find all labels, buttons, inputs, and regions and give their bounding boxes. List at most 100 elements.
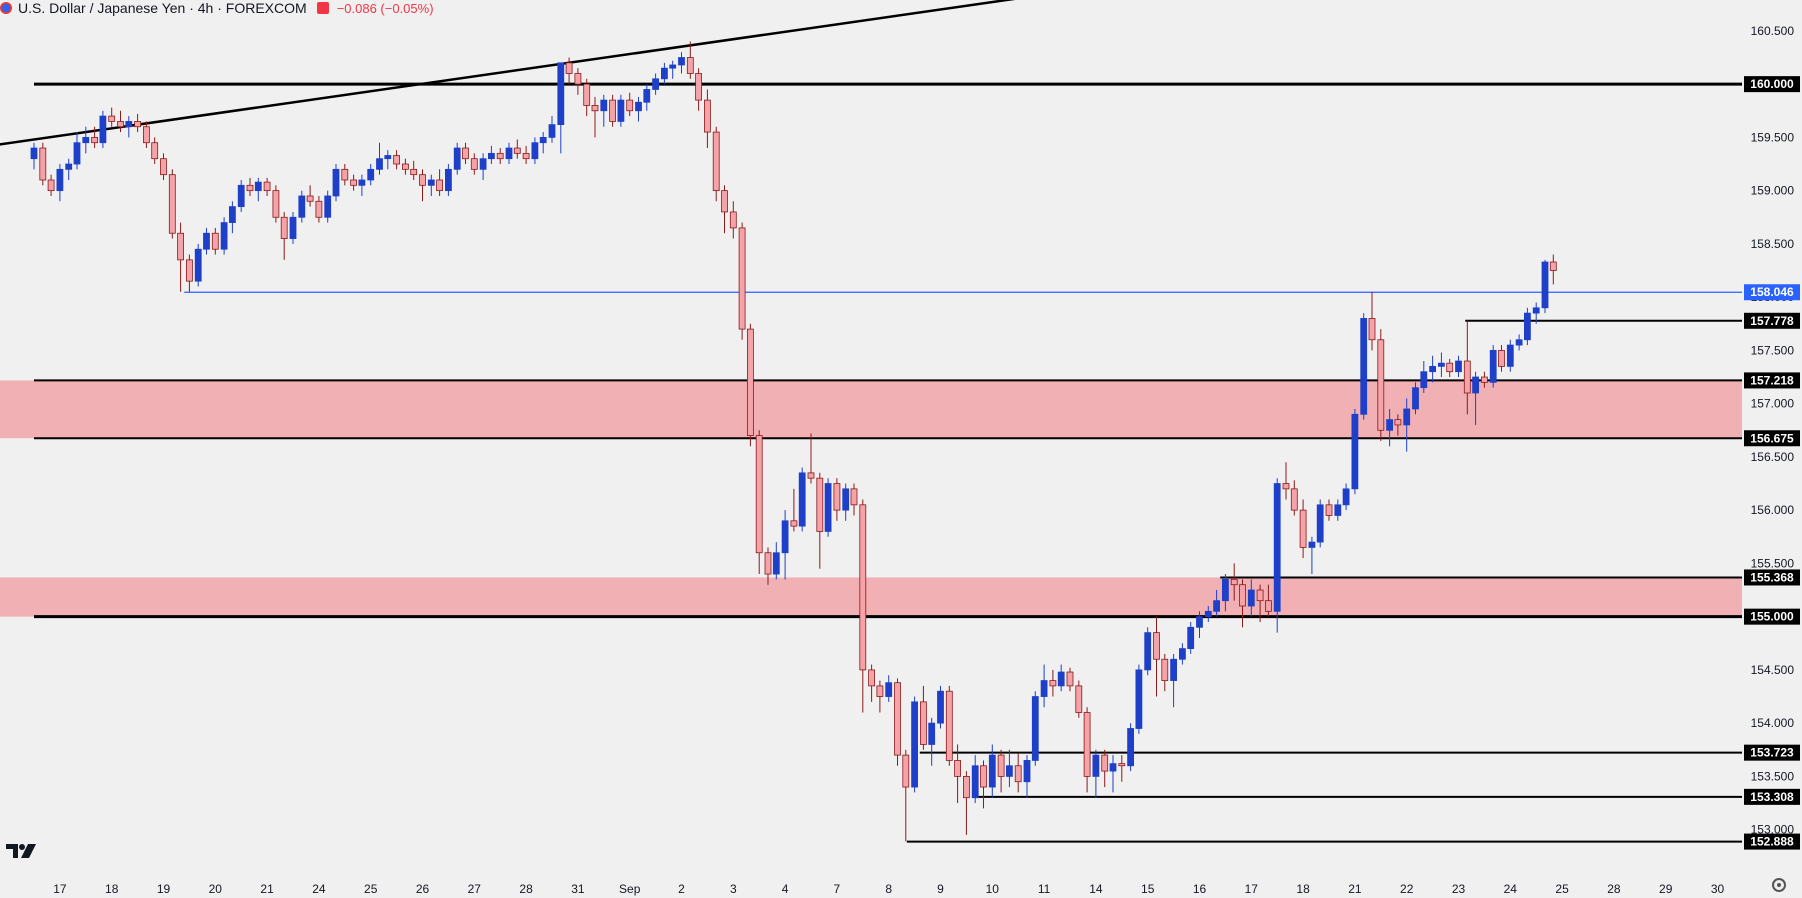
candle-body	[1420, 371, 1428, 389]
candle-27	[263, 177, 271, 196]
level-tag-label: 157.778	[1750, 314, 1794, 328]
market-status-icon	[316, 2, 329, 14]
candle-body	[367, 168, 375, 181]
candle-body	[1282, 483, 1290, 490]
candle-body	[816, 477, 824, 532]
candle-174	[1532, 302, 1540, 324]
time-tick-label: 28	[519, 882, 533, 896]
candle-103	[920, 685, 927, 750]
candle-81	[729, 201, 737, 239]
candle-138	[1222, 574, 1229, 612]
candle-body	[755, 435, 763, 554]
candle-5	[73, 132, 81, 170]
time-tick-label: 20	[209, 882, 223, 896]
candle-body	[341, 168, 349, 181]
candle-body	[894, 682, 901, 756]
candle-149	[1316, 499, 1324, 548]
candle-119	[1057, 664, 1065, 692]
candle-body	[1222, 578, 1229, 602]
candle-body	[548, 124, 556, 138]
candle-body	[263, 181, 271, 192]
time-tick-label: 19	[157, 882, 171, 896]
level-tag-label: 160.000	[1750, 77, 1794, 91]
candle-body	[30, 147, 38, 160]
candle-17	[177, 222, 184, 292]
candle-body	[479, 158, 487, 170]
candle-109	[971, 755, 979, 804]
candle-58	[531, 137, 539, 165]
candle-body	[1153, 632, 1160, 660]
candle-body	[1377, 339, 1385, 431]
tradingview-logo-icon[interactable]	[6, 842, 38, 860]
candle-135	[1196, 611, 1203, 638]
candle-92	[824, 478, 832, 537]
candle-165	[1455, 355, 1462, 378]
candle-14	[151, 137, 159, 165]
time-tick-label: 31	[571, 882, 585, 896]
time-tick-label: 8	[885, 882, 892, 896]
candle-94	[842, 483, 850, 521]
price-axis[interactable]: 160.500 160.000 159.500 159.000 158.500 158.0…	[1744, 0, 1802, 898]
candle-body	[980, 765, 987, 788]
candle-36	[341, 164, 349, 186]
candle-body	[738, 227, 746, 330]
price-tick-label: 159.500	[1751, 130, 1795, 144]
candle-body	[1429, 365, 1436, 373]
time-tick-label: 21	[260, 882, 274, 896]
candle-body	[868, 669, 876, 687]
candle-layer	[30, 41, 1557, 842]
candle-body	[1264, 600, 1272, 612]
gear-icon[interactable]	[1772, 878, 1786, 892]
candle-body	[1247, 589, 1255, 607]
candle-3	[56, 164, 64, 202]
candle-body	[746, 328, 754, 436]
zone-layer	[0, 380, 1742, 617]
level-tag-157.218	[1744, 372, 1800, 389]
candle-body	[1334, 504, 1342, 516]
candle-body	[1049, 680, 1057, 687]
candle-body	[1109, 763, 1117, 772]
candle-body	[203, 232, 210, 250]
candle-156	[1377, 329, 1385, 441]
candle-115	[1023, 755, 1031, 798]
time-tick-label: 18	[105, 882, 119, 896]
candle-118	[1049, 669, 1057, 697]
candle-body	[1144, 632, 1152, 671]
time-axis[interactable]: 17 18 19 20 21 24 25 26 27 28 31 Sep 2 3 4 7 8 9 10 11 14 15 1…	[0, 868, 1802, 898]
candle-62	[565, 57, 573, 85]
candle-body	[194, 248, 202, 282]
candle-body	[859, 504, 867, 671]
candle-13	[143, 121, 150, 149]
zone-1	[0, 577, 1742, 617]
candle-body	[971, 765, 979, 799]
candle-59	[539, 132, 547, 154]
price-tick-label: 154.500	[1751, 663, 1795, 677]
candle-105	[937, 685, 944, 729]
candle-127	[1127, 723, 1135, 772]
candle-66	[600, 94, 608, 127]
symbol-title[interactable]: U.S. Dollar / Japanese Yen · 4h · FOREXC…	[18, 0, 307, 16]
candle-171	[1506, 339, 1514, 372]
candle-70	[635, 96, 642, 122]
candle-74	[669, 60, 677, 79]
time-tick-label: 3	[730, 882, 737, 896]
candle-body	[902, 754, 910, 788]
candle-body	[1187, 626, 1195, 650]
candle-body	[91, 136, 99, 144]
level-tag-label: 155.368	[1750, 570, 1794, 584]
candle-35	[332, 164, 340, 202]
price-tick-label: 158.500	[1751, 237, 1795, 251]
level-tag-152.888	[1744, 833, 1800, 850]
candle-body	[1455, 360, 1462, 373]
candle-body	[1273, 483, 1281, 612]
candle-body	[1308, 541, 1316, 548]
level-tag-157.778	[1744, 312, 1800, 329]
candle-body	[1403, 408, 1411, 426]
candle-body	[117, 121, 124, 128]
candle-body	[1213, 600, 1220, 612]
candle-body	[332, 168, 340, 197]
candle-10	[117, 110, 124, 133]
candle-body	[1489, 349, 1497, 383]
candle-33	[315, 195, 323, 223]
